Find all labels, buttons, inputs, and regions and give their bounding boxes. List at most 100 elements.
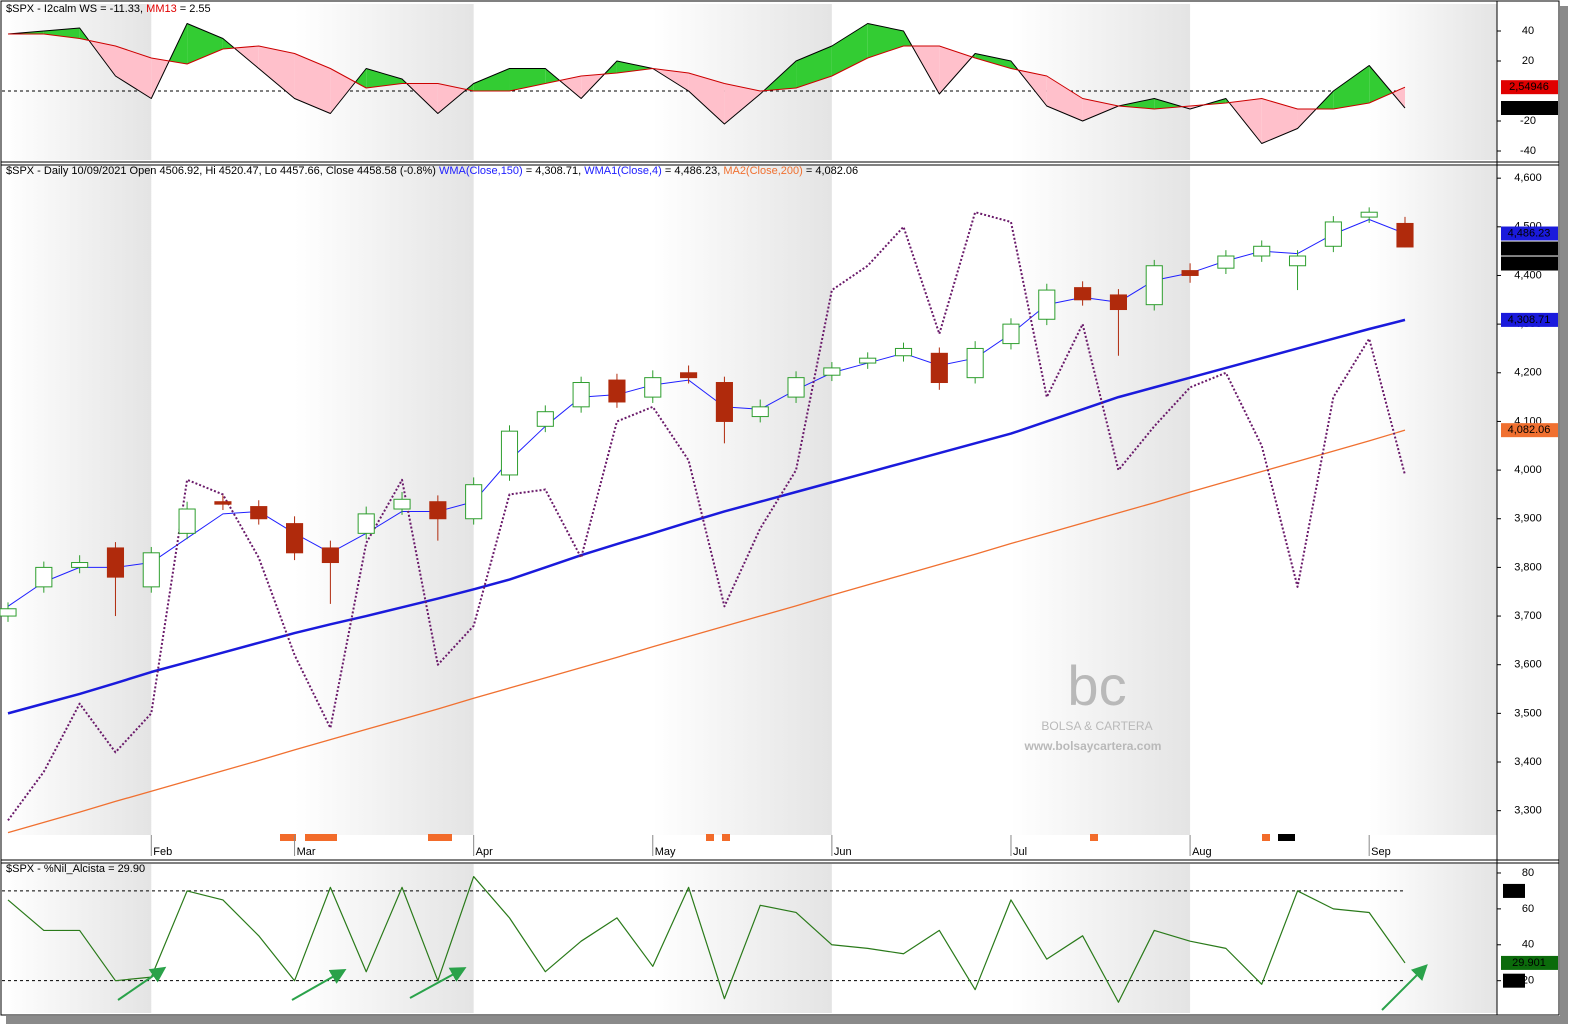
x-tick-label: Apr <box>476 846 493 858</box>
fill-band <box>1046 76 1083 121</box>
candle-body <box>357 513 375 534</box>
candle-body <box>1396 222 1414 248</box>
fill-band <box>437 83 467 114</box>
fill-band <box>939 46 973 94</box>
shadow <box>6 1016 1568 1024</box>
month-shading <box>2 4 1497 1013</box>
fill-band <box>545 68 560 84</box>
y-tick-label: 20 <box>1522 55 1534 67</box>
y-tick-label: 60 <box>1522 903 1534 915</box>
value-box <box>1501 955 1558 970</box>
y-tick-label: 3,300 <box>1514 805 1542 817</box>
legend-name: WMA1(Close,4) <box>584 165 662 177</box>
series-line <box>7 875 1406 1003</box>
x-tick-label: Feb <box>153 846 172 858</box>
fill-band <box>1392 87 1405 108</box>
event-marker <box>706 834 714 841</box>
candle-body <box>1074 287 1092 301</box>
candle-body <box>321 547 339 564</box>
y-tick-label: 3,700 <box>1514 610 1542 622</box>
y-tick-label: 40 <box>1522 939 1534 951</box>
candle-body <box>1109 294 1127 311</box>
month-band <box>294 166 474 835</box>
candle-body <box>1038 289 1056 320</box>
x-tick-label: Sep <box>1371 846 1391 858</box>
x-tick-label: May <box>655 846 676 858</box>
reference-label: 20 <box>1508 975 1520 987</box>
y-tick-label: 4,200 <box>1514 367 1542 379</box>
panel-title: $SPX - Daily 10/09/2021 Open 4506.92, Hi… <box>6 165 858 177</box>
value-box-label: -11,3316 <box>1508 102 1551 114</box>
y-tick-label: 3,600 <box>1514 659 1542 671</box>
plot-layer <box>0 23 1414 1003</box>
legend-name: MA2(Close,200) <box>723 165 802 177</box>
fill-band <box>366 68 403 88</box>
candle-body <box>465 484 483 520</box>
value-box-label: 4,082.06 <box>1508 424 1551 436</box>
panel-title: $SPX - %Nil_Alcista = 29.90 <box>6 863 145 875</box>
fill-band <box>1154 98 1183 109</box>
month-band <box>652 166 832 835</box>
title-text: $SPX - Daily 10/09/2021 Open 4506.92, Hi… <box>6 165 436 177</box>
candle-body <box>608 379 626 403</box>
month-band <box>294 864 474 1013</box>
fill-band <box>258 46 295 99</box>
month-band <box>1369 166 1497 835</box>
y-tick-label: 4,600 <box>1514 172 1542 184</box>
value-box-label: 29.901 <box>1512 957 1546 969</box>
series-line <box>7 429 1406 834</box>
event-marker <box>1090 834 1098 841</box>
candle-body <box>1002 323 1020 345</box>
arrow <box>409 967 467 999</box>
fill-band <box>330 68 356 114</box>
y-tick-label: 4,400 <box>1514 269 1542 281</box>
legend-value: = 2.55 <box>180 3 211 15</box>
event-marker <box>1262 834 1270 841</box>
y-tick-label: 3,900 <box>1514 513 1542 525</box>
fill-band <box>1333 65 1370 109</box>
candle-body <box>214 501 232 505</box>
value-box-label: 2,54946 <box>1509 81 1549 93</box>
candle-body <box>859 357 877 364</box>
fill-band <box>831 23 868 76</box>
candle-body <box>1288 255 1307 267</box>
month-band <box>2 864 152 1013</box>
shadow <box>1560 6 1568 1024</box>
value-box <box>1501 241 1558 256</box>
fill-band <box>115 46 152 99</box>
month-band <box>2 166 152 835</box>
candle-body <box>1324 221 1342 247</box>
month-band <box>1369 864 1497 1013</box>
series-line <box>8 33 1406 110</box>
title-text: $SPX - <box>6 3 41 15</box>
candle-body <box>680 372 698 379</box>
candle-body <box>393 498 411 510</box>
panel-title: $SPX - I2calm WS = -11.33, MM13 = 2.55 <box>6 3 211 15</box>
candle-body <box>1360 211 1378 218</box>
candle-body <box>250 506 268 520</box>
value-box-label: 4,458.58 <box>1508 242 1551 254</box>
x-tick-label: Mar <box>297 846 316 858</box>
event-markers <box>280 834 1295 841</box>
candle-body <box>894 347 913 357</box>
candle-body <box>35 566 53 588</box>
fill-band <box>1229 98 1262 144</box>
annotation-arrows <box>117 964 1428 1011</box>
candle-body <box>823 367 841 376</box>
fill-band <box>867 23 904 58</box>
fill-band <box>187 23 223 64</box>
candle-body <box>1253 245 1271 257</box>
watermark-url: www.bolsaycartera.com <box>1024 739 1162 753</box>
arrow <box>117 966 167 1001</box>
event-marker <box>1278 834 1295 841</box>
candle-body <box>644 377 662 398</box>
candle-body <box>1217 255 1235 269</box>
event-marker <box>305 834 337 841</box>
candle-body <box>500 430 519 476</box>
watermark-name: BOLSA & CARTERA <box>1041 719 1152 733</box>
candle-body <box>966 347 984 379</box>
fill-band <box>1369 65 1393 103</box>
reference-box <box>1503 973 1525 988</box>
candle-body <box>71 562 89 568</box>
